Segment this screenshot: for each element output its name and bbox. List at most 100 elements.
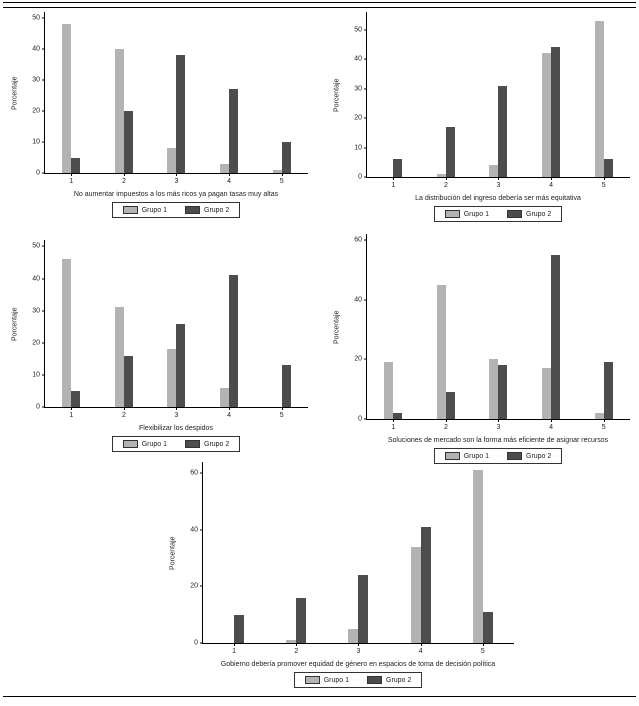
- bar-group-cat4: 4: [410, 462, 431, 655]
- plot-area: 0 10 20 30 40 50 1 2 3 4 5: [32, 240, 308, 419]
- legend-swatch-grupo-1: [444, 452, 460, 460]
- chart-title: Soluciones de mercado son la forma más e…: [387, 437, 609, 444]
- legend-label: Grupo 2: [526, 210, 552, 218]
- bar-group-cat4: 4: [542, 12, 561, 189]
- y-tick-mark: [42, 342, 45, 344]
- x-tick-label: 5: [279, 412, 284, 419]
- bar-grupo-2-cat3: [176, 323, 186, 407]
- chart-title: Flexibilizar los despidos: [139, 425, 213, 432]
- x-tick-mark: [498, 419, 500, 422]
- bar-grupo-2-cat2: [296, 597, 307, 643]
- legend-swatch-grupo-1: [444, 210, 460, 218]
- legend: Grupo 1 Grupo 2: [111, 202, 241, 218]
- y-axis-label: Porcentaje: [169, 536, 177, 570]
- bar-grupo-2-cat3: [176, 55, 186, 173]
- bar-grupo-2-cat5: [281, 142, 291, 173]
- x-tick-label: 4: [418, 648, 423, 655]
- bar-group-cat4: 4: [220, 240, 239, 419]
- y-tick-label: 0: [36, 169, 40, 177]
- y-tick-label: 0: [358, 415, 362, 423]
- x-tick-mark: [281, 173, 283, 176]
- y-tick-label: 0: [358, 173, 362, 181]
- bar-grupo-1-cat3: [489, 165, 499, 177]
- bar-grupo-2-cat3: [498, 85, 508, 177]
- bar-grupo-2-cat1: [393, 413, 403, 419]
- bar-group-cat2: 2: [114, 240, 133, 419]
- bar-group-cat1: 1: [62, 12, 81, 185]
- plot-area: 0 10 20 30 40 50 1 2 3 4 5: [32, 12, 308, 185]
- x-tick-label: 5: [601, 424, 606, 431]
- y-tick-label: 30: [32, 76, 40, 84]
- x-tick-mark: [551, 177, 553, 180]
- y-axis-label: Porcentaje: [333, 310, 341, 344]
- y-tick-mark: [42, 110, 45, 112]
- legend-item-grupo-1: Grupo 1: [444, 210, 489, 218]
- legend-label: Grupo 2: [204, 206, 230, 214]
- bar-group-cat3: 3: [167, 240, 186, 419]
- y-tick-mark: [364, 358, 367, 360]
- x-tick-mark: [445, 419, 447, 422]
- x-tick-label: 4: [549, 182, 554, 189]
- y-axis-label: Porcentaje: [11, 76, 19, 110]
- legend: Grupo 1 Grupo 2: [293, 672, 423, 688]
- y-tick-label: 40: [354, 55, 362, 63]
- bar-grupo-1-cat3: [348, 628, 359, 643]
- bar-grupo-1-cat3: [167, 148, 177, 173]
- y-tick-label: 0: [36, 403, 40, 411]
- y-tick-mark: [364, 117, 367, 119]
- x-tick-mark: [393, 177, 395, 180]
- bar-group-cat3: 3: [489, 12, 508, 189]
- chart-title: Gobierno debería promover equidad de gén…: [220, 661, 496, 668]
- bar-grupo-1-cat5: [272, 169, 282, 173]
- bar-grupo-2-cat5: [603, 159, 613, 177]
- bar-grupo-2-cat1: [71, 157, 81, 173]
- y-tick-mark: [364, 88, 367, 90]
- y-tick-mark: [200, 642, 203, 644]
- legend-swatch-grupo-2: [367, 676, 382, 684]
- bar-group-cat2: 2: [436, 12, 455, 189]
- bar-grupo-2-cat3: [498, 365, 508, 419]
- x-tick-label: 2: [121, 178, 126, 185]
- x-tick-mark: [296, 643, 298, 646]
- bar-group-cat5: 5: [594, 12, 613, 189]
- x-tick-mark: [603, 419, 605, 422]
- bar-grupo-1-cat1: [62, 24, 72, 173]
- y-tick-label: 10: [32, 371, 40, 379]
- x-tick-mark: [498, 177, 500, 180]
- bar-grupo-1-cat1: [62, 259, 72, 407]
- y-axis-label: Porcentaje: [333, 78, 341, 112]
- legend-wrap: Grupo 1 Grupo 2: [44, 202, 308, 218]
- bar-grupo-2-cat2: [123, 111, 133, 173]
- legend-wrap: Grupo 1 Grupo 2: [44, 436, 308, 452]
- y-tick-label: 20: [190, 582, 198, 590]
- x-tick-mark: [281, 407, 283, 410]
- bar-grupo-1-cat2: [286, 640, 297, 643]
- y-tick-label: 40: [190, 526, 198, 534]
- bar-grupo-2-cat5: [603, 362, 613, 419]
- y-tick-mark: [200, 585, 203, 587]
- bar-group-cat5: 5: [594, 234, 613, 431]
- y-tick-label: 20: [354, 114, 362, 122]
- legend-item-grupo-2: Grupo 2: [185, 206, 229, 214]
- x-tick-label: 1: [391, 424, 396, 431]
- legend-label: Grupo 1: [463, 452, 489, 460]
- x-tick-mark: [176, 173, 178, 176]
- legend-item-grupo-1: Grupo 1: [122, 206, 167, 214]
- legend-item-grupo-1: Grupo 1: [122, 440, 167, 448]
- y-tick-label: 50: [32, 242, 40, 250]
- bar-grupo-2-cat2: [445, 392, 455, 419]
- legend: Grupo 1 Grupo 2: [111, 436, 241, 452]
- legend: Grupo 1 Grupo 2: [433, 206, 563, 222]
- x-tick-label: 1: [69, 178, 74, 185]
- legend-label: Grupo 2: [526, 452, 552, 460]
- bar-group-cat4: 4: [542, 234, 561, 431]
- legend-item-grupo-1: Grupo 1: [304, 676, 349, 684]
- bar-grupo-2-cat4: [551, 254, 561, 419]
- x-tick-label: 1: [391, 182, 396, 189]
- y-tick-label: 60: [190, 469, 198, 477]
- y-tick-mark: [42, 278, 45, 280]
- legend-label: Grupo 1: [323, 676, 349, 684]
- bar-group-cat1: 1: [62, 240, 81, 419]
- bar-group-cat3: 3: [489, 234, 508, 431]
- y-tick-label: 40: [32, 275, 40, 283]
